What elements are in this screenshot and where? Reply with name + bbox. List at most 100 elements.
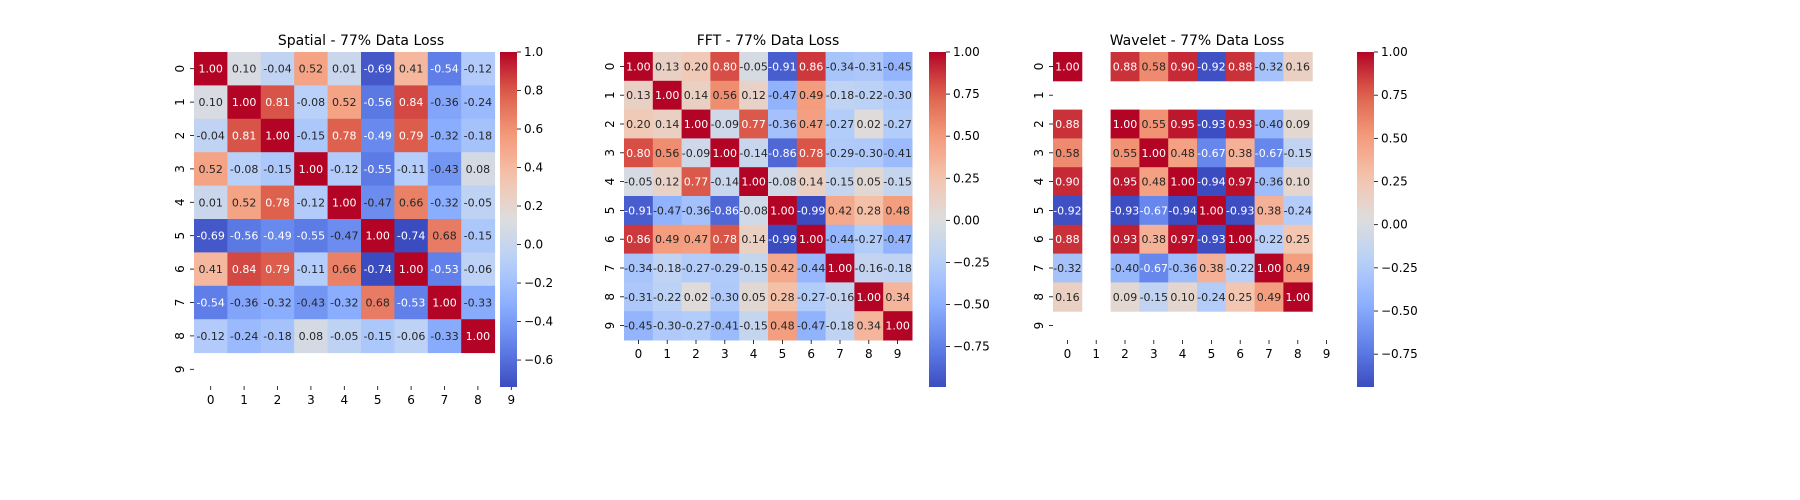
cell-value-label: -0.74 — [363, 263, 391, 276]
x-tick-label: 5 — [779, 347, 787, 361]
cell-value-label: 1.00 — [684, 118, 709, 131]
cell-value-label: -0.15 — [1284, 147, 1312, 160]
y-tick-label: 3 — [1032, 149, 1046, 157]
cell-value-label: -0.47 — [653, 204, 681, 217]
colorbar-tick-label: 0.50 — [1381, 131, 1408, 145]
heatmap-cell — [825, 109, 855, 139]
cell-value-label: 0.12 — [741, 89, 766, 102]
x-tick-label: 3 — [1150, 347, 1158, 361]
heatmap-cell — [1225, 282, 1256, 312]
cell-value-label: 0.78 — [265, 196, 290, 209]
cell-value-label: -0.27 — [855, 233, 883, 246]
cell-value-label: 0.77 — [684, 176, 709, 189]
cell-value-label: 0.55 — [1113, 147, 1138, 160]
cell-value-label: 0.09 — [1113, 291, 1138, 304]
x-tick-label: 2 — [692, 347, 700, 361]
colorbar — [1357, 52, 1374, 387]
heatmap-cell — [1254, 253, 1284, 283]
cell-value-label: -0.27 — [682, 320, 710, 333]
heatmap-cell — [1168, 196, 1198, 226]
heatmap-cell — [394, 219, 429, 253]
cell-value-label: 0.47 — [684, 233, 709, 246]
cell-value-label: 0.38 — [1199, 262, 1224, 275]
heatmap-cell — [1110, 167, 1140, 197]
heatmap-cell — [1139, 52, 1169, 82]
heatmap-cell — [796, 138, 827, 168]
cell-value-label: -0.15 — [883, 176, 911, 189]
x-tick-label: 0 — [1064, 347, 1072, 361]
heatmap-cell — [327, 85, 362, 120]
heatmap-cell — [327, 252, 362, 287]
y-tick-label: 3 — [173, 165, 187, 173]
cell-value-label: 0.90 — [1170, 60, 1195, 73]
cell-value-label: 0.48 — [770, 320, 795, 333]
cell-value-label: -0.15 — [826, 176, 854, 189]
y-tick-label: 0 — [1032, 63, 1046, 71]
heatmap-cell — [1283, 253, 1313, 283]
cell-value-label: -0.91 — [768, 60, 796, 73]
cell-value-label: -0.67 — [1140, 262, 1168, 275]
heatmap-cell — [796, 311, 827, 341]
cell-value-label: -0.22 — [653, 291, 681, 304]
heatmap-cell — [768, 282, 798, 312]
heatmap-cell — [825, 224, 855, 255]
cell-value-label: 0.05 — [741, 291, 766, 304]
cell-value-label: -0.99 — [797, 204, 825, 217]
heatmap-cell — [327, 185, 362, 220]
cell-value-label: 0.01 — [198, 196, 223, 209]
cell-value-label: -0.41 — [883, 147, 911, 160]
cell-value-label: -0.47 — [883, 233, 911, 246]
heatmap-cell — [1053, 282, 1083, 312]
cell-value-label: -0.94 — [1168, 204, 1196, 217]
colorbar-tick-label: 0.25 — [1381, 175, 1408, 189]
heatmap-cell — [854, 80, 884, 111]
heatmap-cell — [1139, 253, 1169, 283]
cell-value-label: 0.97 — [1228, 176, 1253, 189]
cell-value-label: -0.40 — [1255, 118, 1283, 131]
cell-value-label: -0.44 — [797, 262, 825, 275]
cell-value-label: -0.15 — [464, 230, 492, 243]
heatmap-cell — [796, 109, 827, 139]
cell-value-label: -0.36 — [230, 297, 258, 310]
heatmap-cell — [1168, 167, 1198, 197]
heatmap-cell — [1197, 138, 1227, 168]
cell-value-label: 0.88 — [1055, 118, 1080, 131]
heatmap-cell — [883, 224, 913, 255]
heatmap-cell — [394, 252, 429, 287]
heatmap-cell — [260, 118, 295, 153]
cell-value-label: -0.34 — [624, 262, 652, 275]
heatmap-cell — [1197, 224, 1227, 255]
colorbar-tick-label: −0.25 — [953, 255, 990, 269]
cell-value-label: 0.34 — [857, 320, 882, 333]
cell-value-label: 0.13 — [655, 60, 680, 73]
cell-value-label: 0.68 — [432, 230, 457, 243]
heatmap-cell — [260, 219, 295, 253]
heatmap-cell — [461, 152, 496, 187]
cell-value-label: -0.32 — [330, 297, 358, 310]
heatmap-cell — [361, 219, 395, 253]
heatmap-cell — [1110, 138, 1140, 168]
cell-value-label: 1.00 — [1170, 176, 1195, 189]
cell-value-label: 1.00 — [332, 196, 357, 209]
cell-value-label: -0.06 — [464, 263, 492, 276]
heatmap-cell — [768, 109, 798, 139]
y-tick-label: 4 — [603, 178, 617, 186]
cell-value-label: 0.38 — [1228, 147, 1253, 160]
cell-value-label: -0.36 — [1168, 262, 1196, 275]
cell-value-label: -0.33 — [464, 297, 492, 310]
heatmap-cell — [1110, 196, 1140, 226]
heatmap-cell — [461, 52, 496, 86]
cell-value-label: 0.52 — [332, 96, 357, 109]
colorbar-tick-label: −0.6 — [524, 353, 553, 367]
cell-value-label: -0.04 — [196, 130, 224, 143]
cell-value-label: 1.00 — [265, 130, 290, 143]
cell-value-label: 1.00 — [655, 89, 680, 102]
heatmap-cell — [883, 167, 913, 197]
cell-value-label: 0.38 — [1257, 204, 1282, 217]
cell-value-label: 0.02 — [684, 291, 709, 304]
heatmap-cell — [427, 52, 462, 86]
x-tick-label: 2 — [274, 393, 282, 407]
heatmap-cell — [624, 52, 654, 82]
x-tick-label: 7 — [441, 393, 449, 407]
heatmap-cell — [768, 196, 798, 226]
